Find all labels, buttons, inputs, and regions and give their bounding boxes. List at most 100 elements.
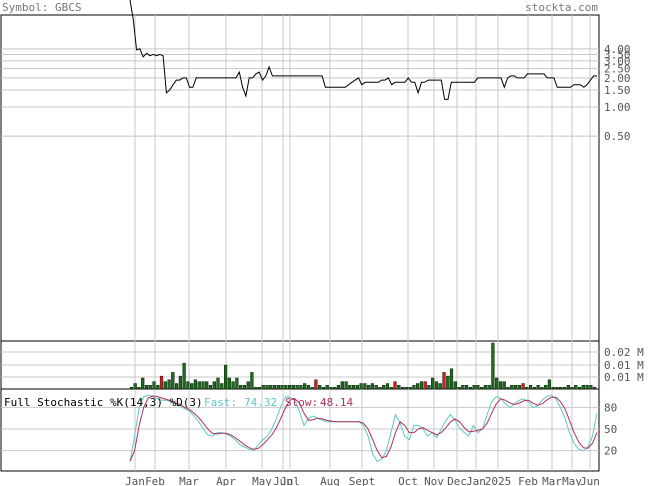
volume-bar [306, 385, 310, 390]
stochastic-axis: 80 50 20 [604, 401, 617, 457]
volume-bar [152, 381, 156, 390]
volume-bar [223, 364, 228, 390]
volume-bar [144, 385, 149, 390]
fast-label: Fast: [204, 396, 237, 409]
volume-bar [532, 387, 536, 390]
volume-bar [212, 381, 216, 390]
volume-bar [566, 385, 570, 390]
site-label: stockta.com [525, 1, 598, 14]
volume-bar [468, 387, 472, 390]
volume-bar [231, 381, 235, 390]
price-tick-label: 2.50 [604, 63, 631, 76]
volume-bar [442, 372, 446, 390]
volume-bar [581, 385, 585, 390]
volume-bar [295, 385, 299, 390]
grid-lines [1, 15, 599, 471]
volume-bar [193, 379, 197, 390]
x-tick-label: May [562, 475, 582, 486]
volume-bar [190, 383, 194, 390]
volume-bar [589, 385, 593, 390]
symbol-label: Symbol: GBCS [2, 1, 81, 14]
volume-bar [510, 385, 514, 390]
price-tick-label: 2.00 [604, 72, 631, 85]
x-tick-label: Sept [349, 475, 376, 486]
volume-bar [333, 387, 337, 390]
volume-bar [220, 383, 224, 390]
volume-bar [352, 385, 356, 390]
volume-bar [303, 383, 307, 390]
volume-bar [529, 385, 533, 390]
volume-bar [559, 387, 563, 390]
volume-axis: 0.02 M0.01 M0.01 M [604, 346, 644, 384]
price-tick-label: 3.50 [604, 48, 631, 61]
x-tick-label: Mar [179, 475, 199, 486]
stochastic-tick-label: 80 [604, 401, 617, 414]
volume-bar [186, 381, 190, 390]
volume-bar [513, 385, 518, 390]
volume-bar [359, 383, 363, 390]
volume-bar [174, 383, 179, 390]
volume-bar [404, 387, 408, 390]
header: Symbol: GBCS stockta.com [2, 1, 598, 14]
volume-bar [472, 385, 476, 390]
x-tick-label: Feb [518, 475, 538, 486]
volume-bar [344, 381, 348, 390]
stochastic-tick-label: 50 [604, 423, 617, 436]
volume-bar [521, 383, 525, 390]
stochastic-header: Full Stochastic %K(14,3) %D(3) Fast: 74.… [4, 396, 353, 409]
volume-bar [133, 383, 137, 390]
price-tick-label: 4.00 [604, 43, 631, 56]
volume-tick-label: 0.01 M [604, 359, 644, 372]
price-axis: 4.003.503.002.502.001.50 1.00 0.50 [604, 43, 631, 143]
stochastic-title: Full Stochastic %K(14,3) %D(3) [4, 396, 203, 409]
fast-value: 74.32 [244, 396, 277, 409]
volume-bar [257, 387, 261, 390]
volume-bar [340, 381, 344, 390]
price-line [129, 0, 597, 100]
x-tick-label: Jul [280, 475, 300, 486]
volume-tick-label: 0.01 M [604, 371, 644, 384]
volume-bar [593, 387, 597, 390]
x-tick-label: Mar [542, 475, 562, 486]
volume-bar [363, 383, 367, 390]
x-tick-label: Jun [580, 475, 600, 486]
x-tick-label: Oct [398, 475, 418, 486]
volume-bar [329, 387, 333, 390]
volume-bar [540, 387, 544, 390]
volume-bar [487, 385, 491, 390]
volume-bar [562, 387, 567, 390]
x-tick-label: Jun [273, 475, 293, 486]
volume-bar [480, 387, 484, 390]
stochastic-slow-line [129, 395, 598, 462]
stochastic-fast-line [129, 394, 598, 463]
volume-bar [246, 381, 250, 390]
volume-bar [389, 387, 393, 390]
volume-bar [348, 385, 352, 390]
volume-bar [419, 381, 423, 390]
volume-bar [227, 377, 231, 390]
volume-bar [148, 385, 152, 390]
x-tick-label: Jan [125, 475, 145, 486]
x-tick-label: Aug [320, 475, 340, 486]
price-tick-label: 1.00 [604, 101, 631, 114]
volume-bar [393, 381, 397, 390]
volume-bar [280, 385, 284, 390]
volume-bar [261, 385, 265, 390]
volume-bar [201, 381, 205, 390]
volume-bar [276, 385, 280, 390]
volume-bar [438, 383, 442, 390]
volume-bar [453, 381, 457, 390]
volume-bar [555, 387, 559, 390]
volume-bar [431, 377, 435, 390]
volume-bar [284, 385, 288, 390]
volume-bar [129, 387, 133, 390]
volume-bar [355, 385, 359, 390]
volume-bar [367, 385, 371, 390]
volume-bar [498, 381, 503, 390]
volume-bar [370, 383, 374, 390]
volume-bar [570, 387, 574, 390]
x-tick-label: 2025 [485, 475, 512, 486]
x-tick-label: Feb [145, 475, 165, 486]
volume-bar [378, 387, 382, 390]
